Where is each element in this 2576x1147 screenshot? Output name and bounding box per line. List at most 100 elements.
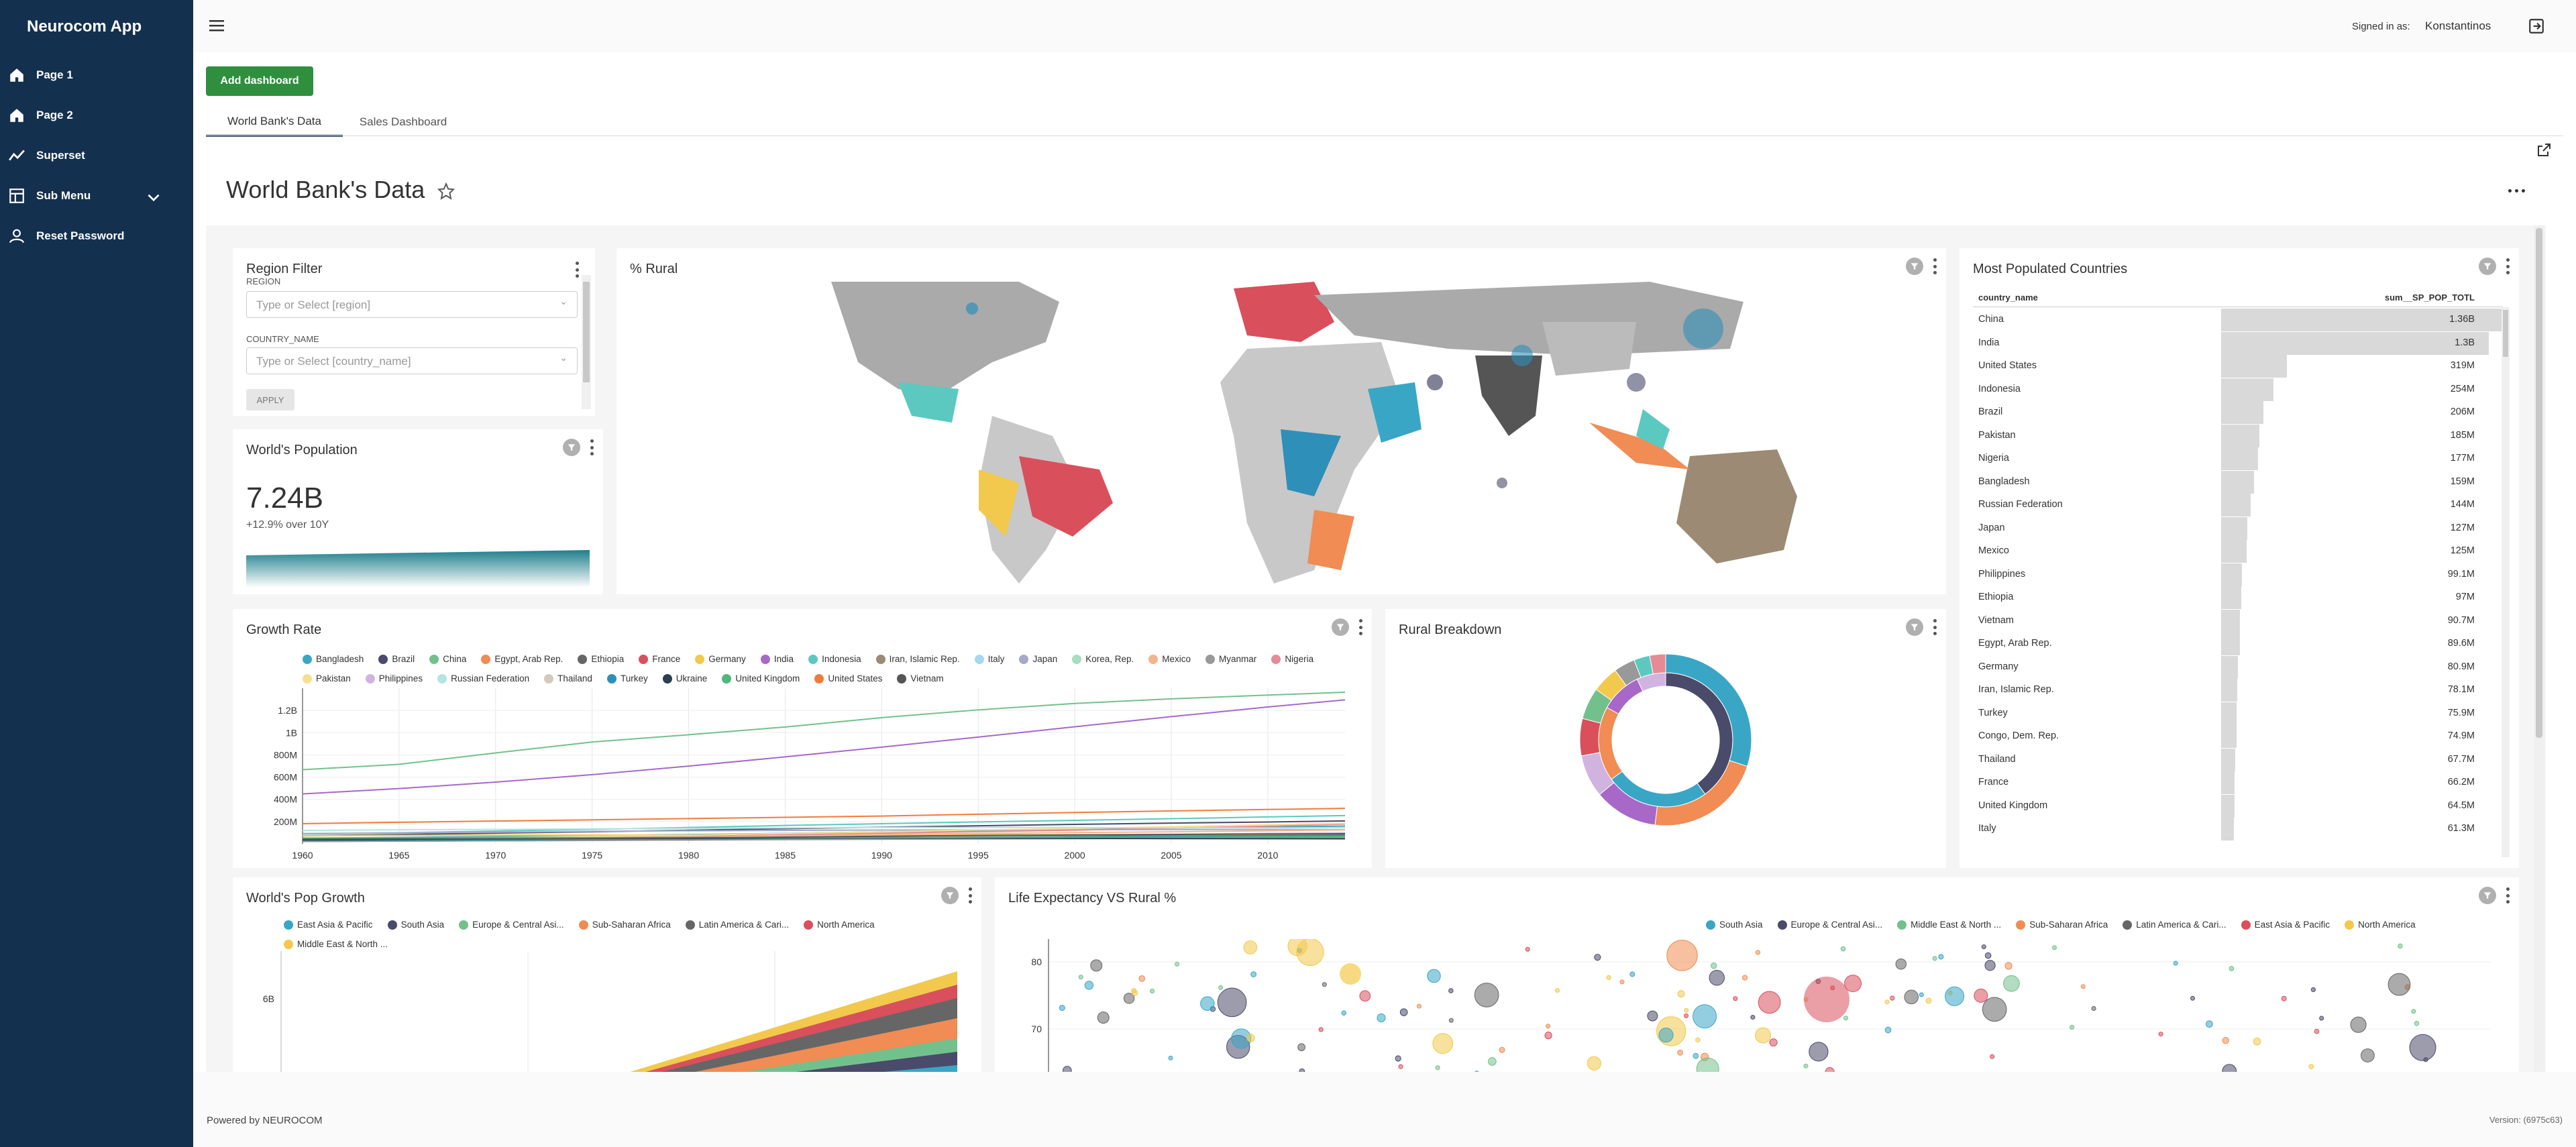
table-scrollbar[interactable] bbox=[2502, 307, 2510, 857]
scatter-point bbox=[2222, 1037, 2230, 1044]
legend-item[interactable]: Vietnam bbox=[897, 670, 944, 688]
filter-icon[interactable] bbox=[1906, 618, 1923, 636]
legend-item[interactable]: Iran, Islamic Rep. bbox=[875, 651, 960, 668]
chevron-down-icon: ⌄ bbox=[559, 352, 568, 363]
legend-item[interactable]: Turkey bbox=[606, 670, 648, 688]
legend-item[interactable]: Bangladesh bbox=[303, 651, 364, 668]
kebab-menu-icon[interactable] bbox=[1933, 619, 1937, 635]
legend-label: Philippines bbox=[378, 673, 423, 684]
legend-item[interactable]: Sub-Saharan Africa bbox=[578, 916, 671, 934]
kebab-menu-icon[interactable] bbox=[968, 887, 972, 904]
legend-item[interactable]: South Asia bbox=[1706, 916, 1763, 934]
legend-item[interactable]: Egypt, Arab Rep. bbox=[481, 651, 563, 668]
apply-button[interactable]: APPLY bbox=[246, 389, 294, 411]
kebab-menu-icon[interactable] bbox=[2506, 258, 2510, 274]
filter-icon[interactable] bbox=[2479, 258, 2496, 275]
legend-item[interactable]: North America bbox=[804, 916, 875, 934]
scatter-point bbox=[1217, 987, 1247, 1018]
add-dashboard-button[interactable]: Add dashboard bbox=[206, 66, 313, 96]
rural-breakdown-card: Rural Breakdown bbox=[1385, 609, 1946, 868]
legend-item[interactable]: Korea, Rep. bbox=[1072, 651, 1134, 668]
legend-item[interactable]: Latin America & Cari... bbox=[685, 916, 789, 934]
sidebar-item-sub-menu[interactable]: Sub Menu bbox=[8, 180, 185, 212]
legend-item[interactable]: South Asia bbox=[387, 916, 444, 934]
world-population-card: World's Population 7.24B +12.9% over 10Y bbox=[233, 429, 603, 594]
filter-icon[interactable] bbox=[563, 439, 580, 456]
kebab-menu-icon[interactable] bbox=[590, 439, 594, 455]
legend-item[interactable]: Mexico bbox=[1148, 651, 1191, 668]
filter-icon[interactable] bbox=[941, 887, 959, 904]
legend-item[interactable]: United States bbox=[814, 670, 882, 688]
scatter-point bbox=[1555, 988, 1560, 993]
col-header-country[interactable]: country_name bbox=[1978, 292, 2038, 303]
legend-item[interactable]: Nigeria bbox=[1271, 651, 1313, 668]
sidebar-item-reset-password[interactable]: Reset Password bbox=[8, 220, 185, 252]
legend-item[interactable]: France bbox=[639, 651, 680, 668]
legend-item[interactable]: Middle East & North ... bbox=[284, 936, 388, 953]
legend-item[interactable]: Italy bbox=[974, 651, 1004, 668]
dashboard-menu-icon[interactable] bbox=[2508, 189, 2525, 193]
legend-label: Indonesia bbox=[822, 654, 861, 664]
scatter-point bbox=[1123, 993, 1135, 1004]
legend-item[interactable]: North America bbox=[2345, 916, 2416, 934]
tab-world-banks-data[interactable]: World Bank's Data bbox=[206, 107, 343, 137]
filter-icon[interactable] bbox=[1906, 258, 1923, 275]
kebab-menu-icon[interactable] bbox=[1933, 258, 1937, 274]
open-external-icon[interactable] bbox=[2536, 142, 2552, 158]
legend-item[interactable]: Europe & Central Asi... bbox=[459, 916, 564, 934]
legend-dot-icon bbox=[1019, 655, 1029, 664]
scatter-point bbox=[1398, 1064, 1403, 1069]
legend-label: Vietnam bbox=[910, 673, 944, 684]
dashboard-scrollbar[interactable] bbox=[2534, 225, 2544, 1079]
region-select[interactable]: Type or Select [region] ⌄ bbox=[246, 291, 578, 318]
star-icon[interactable] bbox=[437, 182, 455, 200]
legend-item[interactable]: Myanmar bbox=[1205, 651, 1256, 668]
legend-item[interactable]: East Asia & Pacific bbox=[284, 916, 373, 934]
legend-item[interactable]: China bbox=[429, 651, 466, 668]
kebab-menu-icon[interactable] bbox=[2506, 887, 2510, 904]
legend-item[interactable]: Brazil bbox=[378, 651, 415, 668]
legend-item[interactable]: Latin America & Cari... bbox=[2123, 916, 2226, 934]
sidebar-item-page-2[interactable]: Page 2 bbox=[8, 99, 185, 131]
legend-item[interactable]: Philippines bbox=[365, 670, 423, 688]
legend-item[interactable]: Ethiopia bbox=[578, 651, 624, 668]
legend-item[interactable]: Russian Federation bbox=[437, 670, 529, 688]
legend-item[interactable]: Ukraine bbox=[662, 670, 707, 688]
scatter-point bbox=[2414, 1020, 2420, 1026]
country-select[interactable]: Type or Select [country_name] ⌄ bbox=[246, 347, 578, 374]
row-bar bbox=[2221, 309, 2503, 331]
world-pop-growth-card: World's Pop Growth East Asia & Pacific So… bbox=[233, 877, 981, 1079]
legend-item[interactable]: Germany bbox=[695, 651, 746, 668]
scatter-point bbox=[2229, 966, 2235, 971]
filter-icon[interactable] bbox=[2479, 887, 2496, 904]
kebab-menu-icon[interactable] bbox=[575, 262, 579, 278]
legend-item[interactable]: United Kingdom bbox=[722, 670, 800, 688]
logout-icon[interactable] bbox=[2528, 17, 2545, 35]
legend-item[interactable]: Thailand bbox=[544, 670, 592, 688]
world-map[interactable] bbox=[643, 282, 1925, 584]
hamburger-menu-icon[interactable] bbox=[208, 17, 225, 34]
legend-item[interactable]: Middle East & North ... bbox=[1897, 916, 2001, 934]
sidebar-item-superset[interactable]: Superset bbox=[8, 140, 185, 172]
legend-item[interactable]: Pakistan bbox=[303, 670, 351, 688]
table-row: Russian Federation 144M bbox=[1973, 494, 2503, 516]
filter-scrollbar[interactable] bbox=[582, 275, 591, 409]
scatter-point bbox=[1097, 1012, 1110, 1024]
col-header-population[interactable]: sum__SP_POP_TOTL bbox=[2384, 292, 2475, 303]
legend-item[interactable]: East Asia & Pacific bbox=[2241, 916, 2330, 934]
legend-dot-icon bbox=[695, 655, 705, 664]
row-bar bbox=[2221, 540, 2247, 563]
user-name[interactable]: Konstantinos bbox=[2425, 19, 2491, 32]
legend-dot-icon bbox=[2345, 920, 2355, 930]
tab-sales-dashboard[interactable]: Sales Dashboard bbox=[359, 115, 447, 128]
row-bar bbox=[2221, 424, 2259, 447]
kebab-menu-icon[interactable] bbox=[1358, 619, 1362, 635]
sidebar-item-page-1[interactable]: Page 1 bbox=[8, 59, 185, 91]
legend-item[interactable]: Indonesia bbox=[808, 651, 861, 668]
legend-item[interactable]: Japan bbox=[1019, 651, 1057, 668]
legend-item[interactable]: Europe & Central Asi... bbox=[1777, 916, 1882, 934]
legend-item[interactable]: Sub-Saharan Africa bbox=[2016, 916, 2108, 934]
scatter-point bbox=[1250, 971, 1257, 977]
legend-item[interactable]: India bbox=[760, 651, 794, 668]
filter-icon[interactable] bbox=[1332, 618, 1349, 636]
